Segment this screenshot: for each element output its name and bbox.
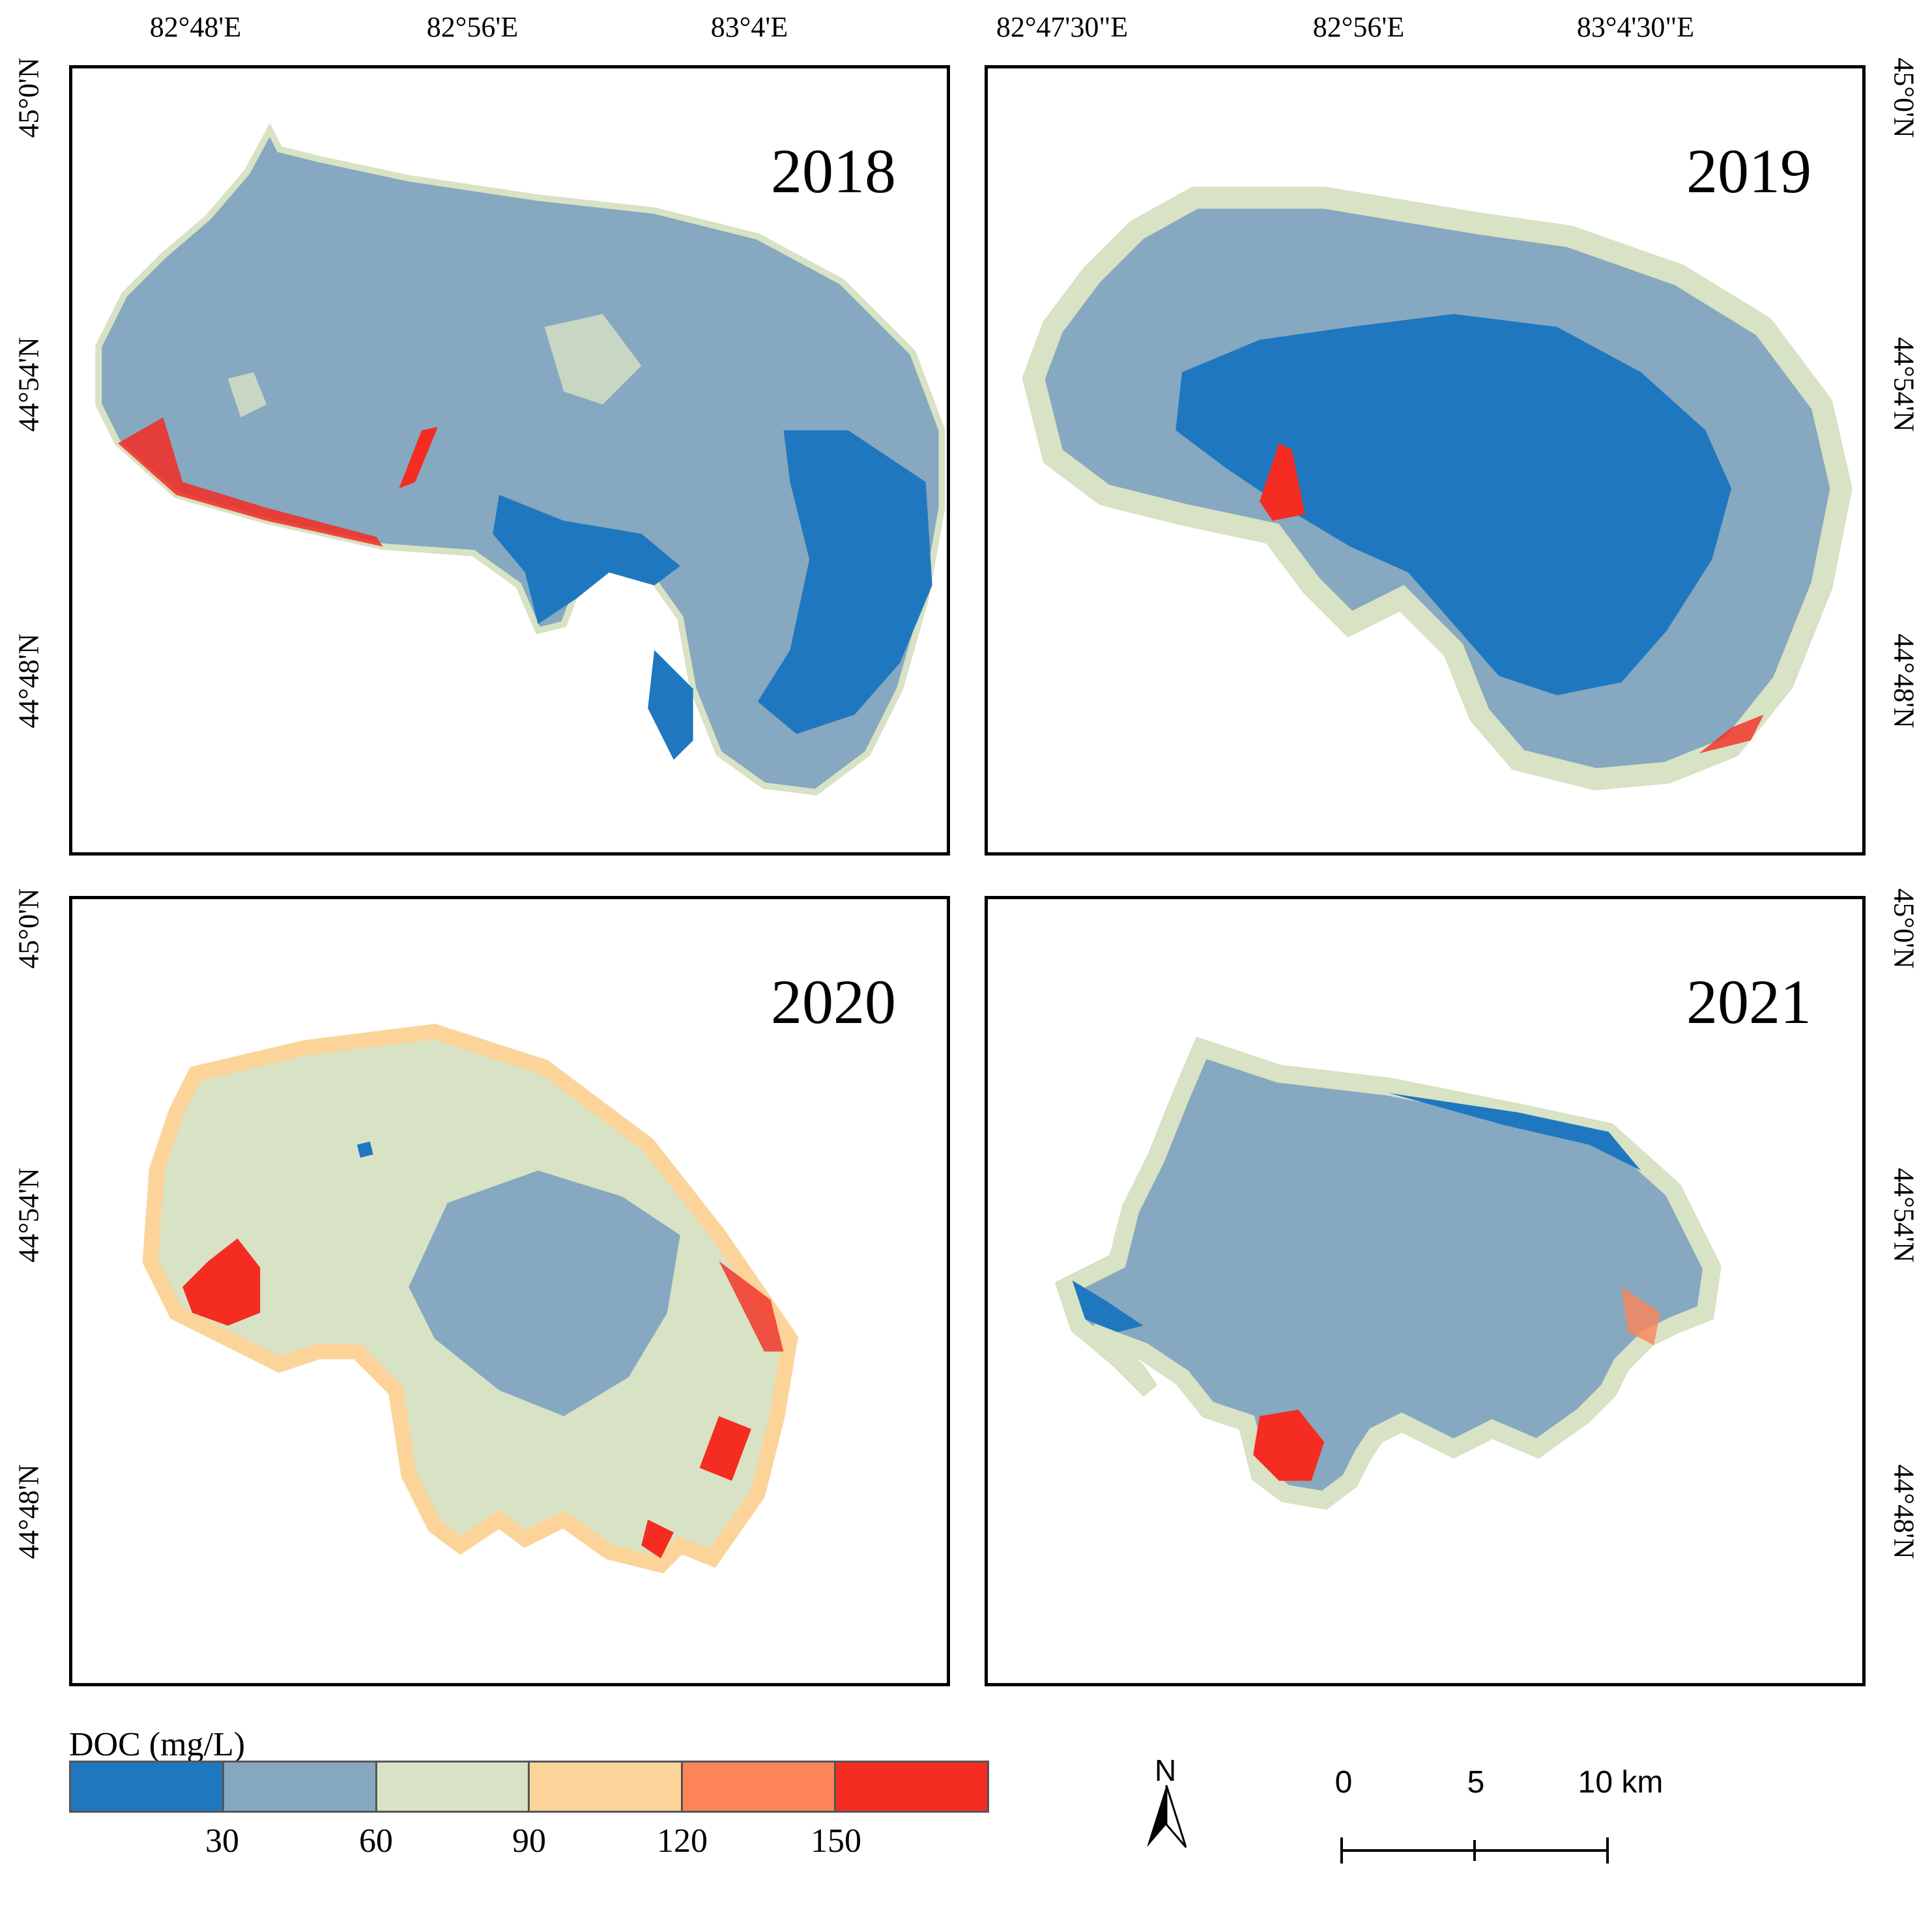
- map-panel-2019: 2019: [985, 65, 1866, 856]
- lon-tick-5: 82°56'E: [1312, 11, 1405, 43]
- lake-map-2018: [95, 122, 945, 796]
- lon-tick-3: 83°4'E: [710, 11, 788, 43]
- map-panel-2020: 2020: [69, 896, 950, 1686]
- year-label-2021: 2021: [1686, 967, 1811, 1037]
- scale-label-10: 10 km: [1578, 1765, 1664, 1800]
- legend-swatch-4: [530, 1763, 684, 1811]
- lat-tick-right-3: 44°48'N: [1888, 633, 1920, 728]
- lat-tick-left-1: 45°0'N: [12, 57, 45, 138]
- legend-break-150: 150: [811, 1822, 861, 1860]
- year-label-2019: 2019: [1686, 136, 1811, 206]
- legend-swatch-2: [223, 1763, 377, 1811]
- lat-tick-right-4: 45°0'N: [1888, 888, 1920, 969]
- legend-swatch-1: [71, 1763, 224, 1811]
- lat-tick-left-5: 44°54'N: [12, 1168, 45, 1263]
- lat-tick-right-5: 44°54'N: [1888, 1168, 1920, 1263]
- lon-tick-1: 82°48'E: [149, 11, 242, 43]
- legend-break-60: 60: [359, 1822, 393, 1860]
- legend-break-30: 30: [205, 1822, 239, 1860]
- legend-swatch-5: [683, 1763, 837, 1811]
- lat-tick-left-3: 44°48'N: [12, 633, 45, 728]
- lake-map-2021: [1054, 1036, 1722, 1510]
- scale-label-5: 5: [1467, 1765, 1485, 1800]
- lat-tick-right-6: 44°48'N: [1888, 1464, 1920, 1559]
- lat-tick-left-4: 45°0'N: [12, 888, 45, 969]
- lon-tick-2: 82°56'E: [426, 11, 519, 43]
- map-panel-2018: 2018: [69, 65, 950, 856]
- lat-tick-left-6: 44°48'N: [12, 1464, 45, 1559]
- scale-bar: [1340, 1837, 1609, 1864]
- year-label-2020: 2020: [771, 967, 896, 1037]
- north-label: N: [1155, 1753, 1177, 1787]
- lake-map-2020: [142, 1024, 798, 1574]
- legend-swatch-6: [836, 1763, 987, 1811]
- lon-tick-6: 83°4'30"E: [1576, 11, 1695, 43]
- map-panel-2021: 2021: [985, 896, 1866, 1686]
- lat-tick-left-2: 44°54'N: [12, 337, 45, 432]
- lat-tick-right-1: 45°0'N: [1888, 57, 1920, 138]
- year-label-2018: 2018: [771, 136, 896, 206]
- legend-colorbar: [69, 1761, 989, 1813]
- lon-tick-4: 82°47'30"E: [996, 11, 1129, 43]
- legend-swatch-3: [377, 1763, 530, 1811]
- north-arrow-icon: [1147, 1785, 1187, 1848]
- scale-label-0: 0: [1334, 1765, 1353, 1800]
- legend-title: DOC (mg/L): [69, 1726, 246, 1763]
- legend-break-90: 90: [512, 1822, 546, 1860]
- lat-tick-right-2: 44°54'N: [1888, 337, 1920, 432]
- legend-break-120: 120: [657, 1822, 708, 1860]
- lake-map-2019: [1022, 186, 1853, 790]
